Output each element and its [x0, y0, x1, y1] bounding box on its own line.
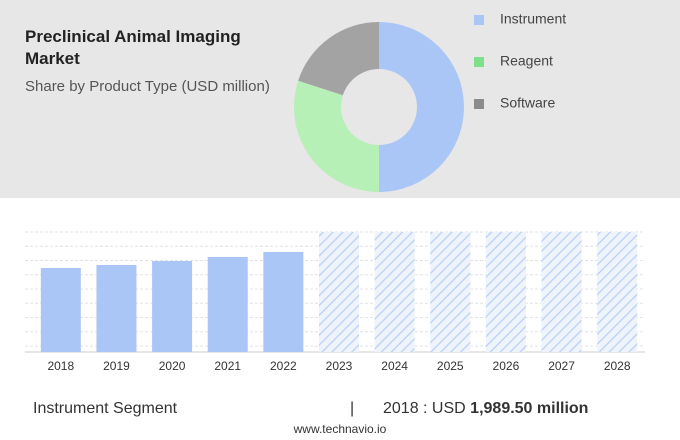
forecast-placeholder: [374, 232, 415, 352]
donut-slice: [298, 22, 379, 96]
x-tick-label: 2025: [437, 359, 464, 373]
segment-value: 2018 : USD 1,989.50 million: [383, 400, 588, 418]
value-label: 1,989.50 million: [470, 400, 589, 417]
legend-label: Instrument: [500, 11, 566, 27]
donut-slice: [379, 22, 464, 192]
forecast-placeholder: [597, 232, 638, 352]
donut-slice: [294, 80, 379, 192]
forecast-placeholder: [319, 232, 359, 352]
bar: [207, 256, 248, 352]
forecast-placeholder: [541, 232, 582, 352]
x-tick-label: 2019: [103, 359, 130, 373]
x-tick-label: 2018: [47, 359, 74, 373]
legend-label: Software: [500, 95, 555, 111]
x-tick-label: 2021: [214, 359, 241, 373]
chart-title: Preclinical Animal Imaging Market: [25, 27, 241, 68]
x-tick-label: 2026: [493, 359, 520, 373]
legend-label: Reagent: [500, 53, 553, 69]
x-tick-label: 2023: [326, 359, 353, 373]
year-label: 2018 : USD: [383, 400, 466, 417]
legend-swatch: [474, 99, 484, 109]
forecast-placeholder: [485, 232, 526, 352]
x-tick-label: 2028: [604, 359, 631, 373]
bar: [263, 252, 304, 352]
separator: |: [350, 400, 355, 417]
x-tick-label: 2022: [270, 359, 297, 373]
bar: [152, 261, 193, 352]
bar: [96, 265, 137, 352]
x-tick-label: 2027: [548, 359, 575, 373]
x-tick-label: 2020: [159, 359, 186, 373]
bar: [40, 267, 81, 352]
x-tick-label: 2024: [381, 359, 408, 373]
segment-label: Instrument Segment: [33, 400, 178, 417]
chart-subtitle: Share by Product Type (USD million): [25, 78, 270, 95]
legend-swatch: [474, 15, 484, 25]
forecast-placeholder: [430, 232, 471, 352]
legend-swatch: [474, 57, 484, 67]
source: www.technavio.io: [293, 422, 387, 436]
